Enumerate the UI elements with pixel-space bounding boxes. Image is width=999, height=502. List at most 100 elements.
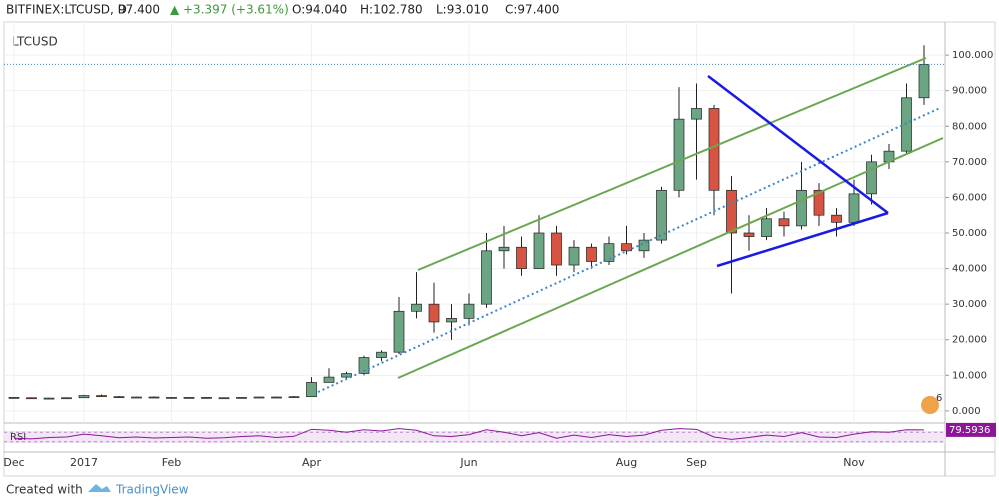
candle-body bbox=[358, 357, 370, 374]
y-tick-label: 10.000 bbox=[952, 370, 987, 381]
candle-body bbox=[131, 396, 142, 399]
footer-created: Created with bbox=[6, 483, 83, 497]
candle-body bbox=[166, 397, 177, 399]
rsi-pane: RSI bbox=[4, 428, 945, 443]
candle-body bbox=[691, 108, 702, 120]
x-tick-label: Sep bbox=[686, 456, 707, 469]
channel-middle bbox=[317, 107, 941, 393]
x-tick-label: Apr bbox=[302, 456, 322, 469]
symbol: BITFINEX:LTCUSD, D bbox=[6, 3, 127, 17]
flag-icon bbox=[921, 396, 939, 414]
candle-body bbox=[866, 161, 877, 195]
y-tick-label: 0.000 bbox=[952, 406, 981, 417]
candle-body bbox=[96, 395, 107, 398]
rsi-value: 79.5936 bbox=[949, 425, 990, 436]
candle-body bbox=[813, 189, 825, 216]
candle-body bbox=[481, 250, 492, 305]
y-tick-label: 80.000 bbox=[952, 121, 987, 132]
candle-body bbox=[796, 189, 807, 227]
candle-body bbox=[148, 396, 160, 399]
candle-body bbox=[183, 397, 195, 399]
candle-body bbox=[463, 303, 475, 319]
candle-body bbox=[271, 396, 282, 399]
candle-body bbox=[26, 397, 37, 400]
candle-body bbox=[341, 373, 352, 378]
x-tick-label: Feb bbox=[162, 456, 181, 469]
candle-body bbox=[603, 243, 615, 262]
drawings bbox=[317, 57, 944, 393]
x-tick-label: Nov bbox=[843, 456, 865, 469]
rsi-value-box bbox=[946, 422, 996, 437]
candles bbox=[8, 45, 930, 400]
candle-body bbox=[498, 246, 510, 252]
candle-body bbox=[761, 218, 772, 237]
x-tick-label: Dec bbox=[3, 456, 24, 469]
candle-body bbox=[568, 246, 580, 266]
candle-body bbox=[656, 189, 667, 241]
candle-body bbox=[901, 97, 912, 152]
y-tick-label: 40.000 bbox=[952, 264, 987, 275]
candle-body bbox=[376, 351, 387, 358]
triangle-upper bbox=[707, 75, 889, 214]
candle-body bbox=[516, 246, 527, 269]
candle-body bbox=[673, 118, 685, 191]
y-tick-label: 30.000 bbox=[952, 299, 987, 310]
candle-body bbox=[236, 397, 247, 399]
candle-body bbox=[43, 397, 55, 400]
candle-body bbox=[446, 318, 457, 323]
candle-body bbox=[848, 193, 860, 223]
x-tick-label: 2017 bbox=[70, 456, 98, 469]
candle-body bbox=[638, 239, 650, 252]
pane-title: LTCUSD bbox=[12, 35, 58, 49]
x-tick-label: Jun bbox=[459, 456, 477, 469]
y-tick-label: 60.000 bbox=[952, 192, 987, 203]
candle-body bbox=[306, 382, 317, 398]
channel-upper bbox=[417, 57, 927, 271]
up-arrow: ▲ bbox=[170, 3, 180, 17]
y-tick-label: 50.000 bbox=[952, 228, 987, 239]
candle-body bbox=[393, 310, 405, 353]
candle-body bbox=[8, 397, 20, 399]
candle-body bbox=[288, 396, 300, 399]
y-tick-label: 70.000 bbox=[952, 157, 987, 168]
frame bbox=[3, 21, 996, 477]
candle-body bbox=[918, 63, 930, 99]
candle-body bbox=[201, 397, 212, 399]
channel-lower bbox=[397, 137, 944, 379]
rsi-title: RSI bbox=[10, 432, 26, 443]
candle-body bbox=[621, 243, 632, 252]
candle-body bbox=[113, 396, 125, 399]
y-tick-label: 100.000 bbox=[952, 50, 993, 61]
y-tick-label: 20.000 bbox=[952, 335, 987, 346]
candle-body bbox=[253, 396, 265, 399]
candle-body bbox=[726, 189, 737, 234]
candle-body bbox=[551, 232, 562, 266]
candle-body bbox=[743, 232, 755, 237]
candle-body bbox=[831, 214, 842, 223]
candle-body bbox=[533, 232, 545, 269]
open: O:94.040 bbox=[292, 3, 347, 17]
rsi-line bbox=[13, 428, 925, 440]
candle-body bbox=[778, 218, 790, 227]
candle-body bbox=[61, 397, 72, 400]
candle-body bbox=[411, 303, 422, 312]
tv-logo bbox=[88, 484, 111, 492]
candle-body bbox=[78, 395, 90, 399]
change: +3.397 (+3.61%) bbox=[183, 3, 289, 17]
rsi-band bbox=[4, 431, 945, 443]
candle-body bbox=[323, 376, 335, 383]
candle-body bbox=[428, 303, 440, 323]
triangle-lower bbox=[716, 211, 889, 268]
last-price: 97.400 bbox=[118, 3, 160, 17]
badge: 6 bbox=[936, 393, 942, 404]
low: L:93.010 bbox=[436, 3, 489, 17]
candle-body bbox=[586, 246, 597, 262]
high: H:102.780 bbox=[360, 3, 423, 17]
y-tick-label: 90.000 bbox=[952, 86, 987, 97]
x-tick-label: Aug bbox=[616, 456, 637, 469]
footer-brand: TradingView bbox=[115, 483, 189, 497]
candle-body bbox=[708, 108, 720, 191]
close: C:97.400 bbox=[505, 3, 559, 17]
candle-body bbox=[218, 397, 230, 400]
